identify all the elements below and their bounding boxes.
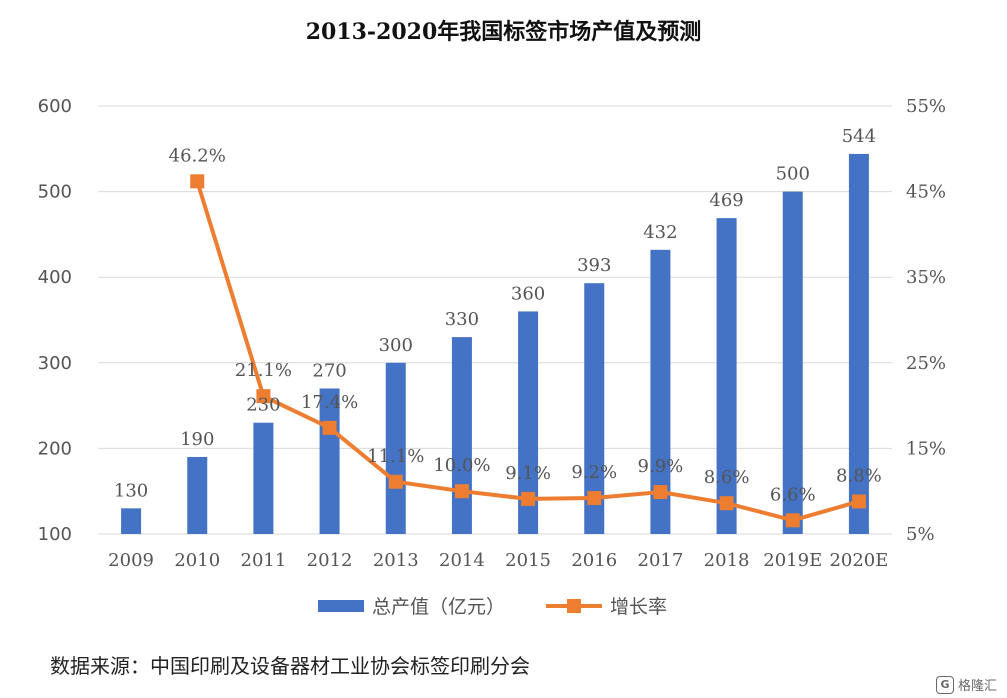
x-tick-label: 2017 (638, 550, 684, 571)
line-data-label: 17.4% (301, 392, 358, 413)
y-right-tick-label: 25% (906, 353, 946, 374)
y-left-tick-label: 500 (38, 182, 72, 203)
bar-data-label: 330 (445, 309, 479, 330)
bar (253, 422, 274, 534)
bar (650, 249, 671, 535)
bar (121, 508, 142, 534)
line-marker (388, 474, 403, 489)
line-marker (851, 494, 866, 509)
line-marker (785, 513, 800, 528)
x-tick-label: 2012 (307, 550, 353, 571)
bar (584, 283, 605, 534)
x-tick-label: 2009 (108, 550, 154, 571)
y-left-tick-label: 400 (38, 267, 72, 288)
source-note: 数据来源：中国印刷及设备器材工业协会标签印刷分会 (50, 654, 530, 678)
line-marker (587, 491, 602, 506)
bar-data-label: 130 (114, 480, 148, 501)
line-marker (256, 389, 271, 404)
bar-data-label: 544 (842, 126, 876, 147)
line-data-label: 46.2% (169, 145, 226, 166)
bar-data-label: 300 (379, 335, 413, 356)
line-data-label: 9.1% (505, 463, 551, 484)
bar (385, 362, 406, 534)
x-tick-label: 2011 (241, 550, 287, 571)
bar-data-label: 360 (511, 283, 545, 304)
bar (187, 456, 208, 534)
y-left-tick-label: 300 (38, 353, 72, 374)
bar-data-label: 230 (246, 395, 280, 416)
line-data-label: 6.6% (770, 484, 816, 505)
x-tick-label: 2019E (763, 550, 822, 571)
watermark-text: 格隆汇 (957, 679, 997, 694)
x-tick-label: 2016 (571, 550, 617, 571)
bar (451, 337, 472, 534)
line-marker (653, 485, 668, 500)
line-marker (190, 174, 205, 189)
x-tick-label: 2015 (505, 550, 551, 571)
bar (848, 153, 869, 534)
line-data-label: 8.8% (836, 465, 882, 486)
watermark-logo-icon: G (935, 675, 954, 694)
line-marker (521, 491, 536, 506)
legend-bar-swatch (318, 600, 364, 612)
bar-data-label: 500 (776, 164, 810, 185)
y-right-tick-label: 35% (906, 267, 946, 288)
line-marker (322, 420, 337, 435)
x-tick-label: 2018 (704, 550, 750, 571)
x-tick-label: 2014 (439, 550, 485, 571)
y-left-tick-label: 100 (38, 524, 72, 545)
bar-data-label: 393 (577, 255, 611, 276)
line-marker (454, 484, 469, 499)
y-left-tick-label: 600 (38, 96, 72, 117)
y-right-tick-label: 15% (906, 438, 946, 459)
legend-line-label: 增长率 (610, 596, 667, 618)
x-tick-label: 2013 (373, 550, 419, 571)
line-marker (719, 496, 734, 511)
line-data-label: 9.9% (638, 456, 684, 477)
bar-data-label: 432 (643, 222, 677, 243)
x-tick-label: 2020E (829, 550, 888, 571)
bar (782, 191, 803, 534)
line-data-label: 21.1% (235, 360, 292, 381)
x-tick-label: 2010 (174, 550, 220, 571)
bar-data-label: 190 (180, 429, 214, 450)
legend-bar-label: 总产值（亿元） (372, 596, 505, 618)
line-data-label: 8.6% (704, 467, 750, 488)
watermark: G 格隆汇 (935, 675, 997, 694)
y-left-tick-label: 200 (38, 438, 72, 459)
line-data-label: 11.1% (367, 446, 424, 467)
line-data-label: 9.2% (571, 462, 617, 483)
y-right-tick-label: 5% (906, 524, 935, 545)
y-right-tick-label: 45% (906, 182, 946, 203)
bar-data-label: 469 (709, 190, 743, 211)
chart-title: 2013-2020年我国标签市场产值及预测 (305, 19, 702, 45)
bar (518, 311, 539, 534)
y-right-tick-label: 55% (906, 96, 946, 117)
bar (716, 218, 737, 535)
chart-plot: 100 200 300 400 500 600 5% 15% 25% 35% 45% 55% 2009 2… (38, 96, 946, 618)
bar-data-label: 270 (312, 360, 346, 381)
line-data-label: 10.0% (433, 455, 490, 476)
legend-line-marker (567, 599, 581, 613)
